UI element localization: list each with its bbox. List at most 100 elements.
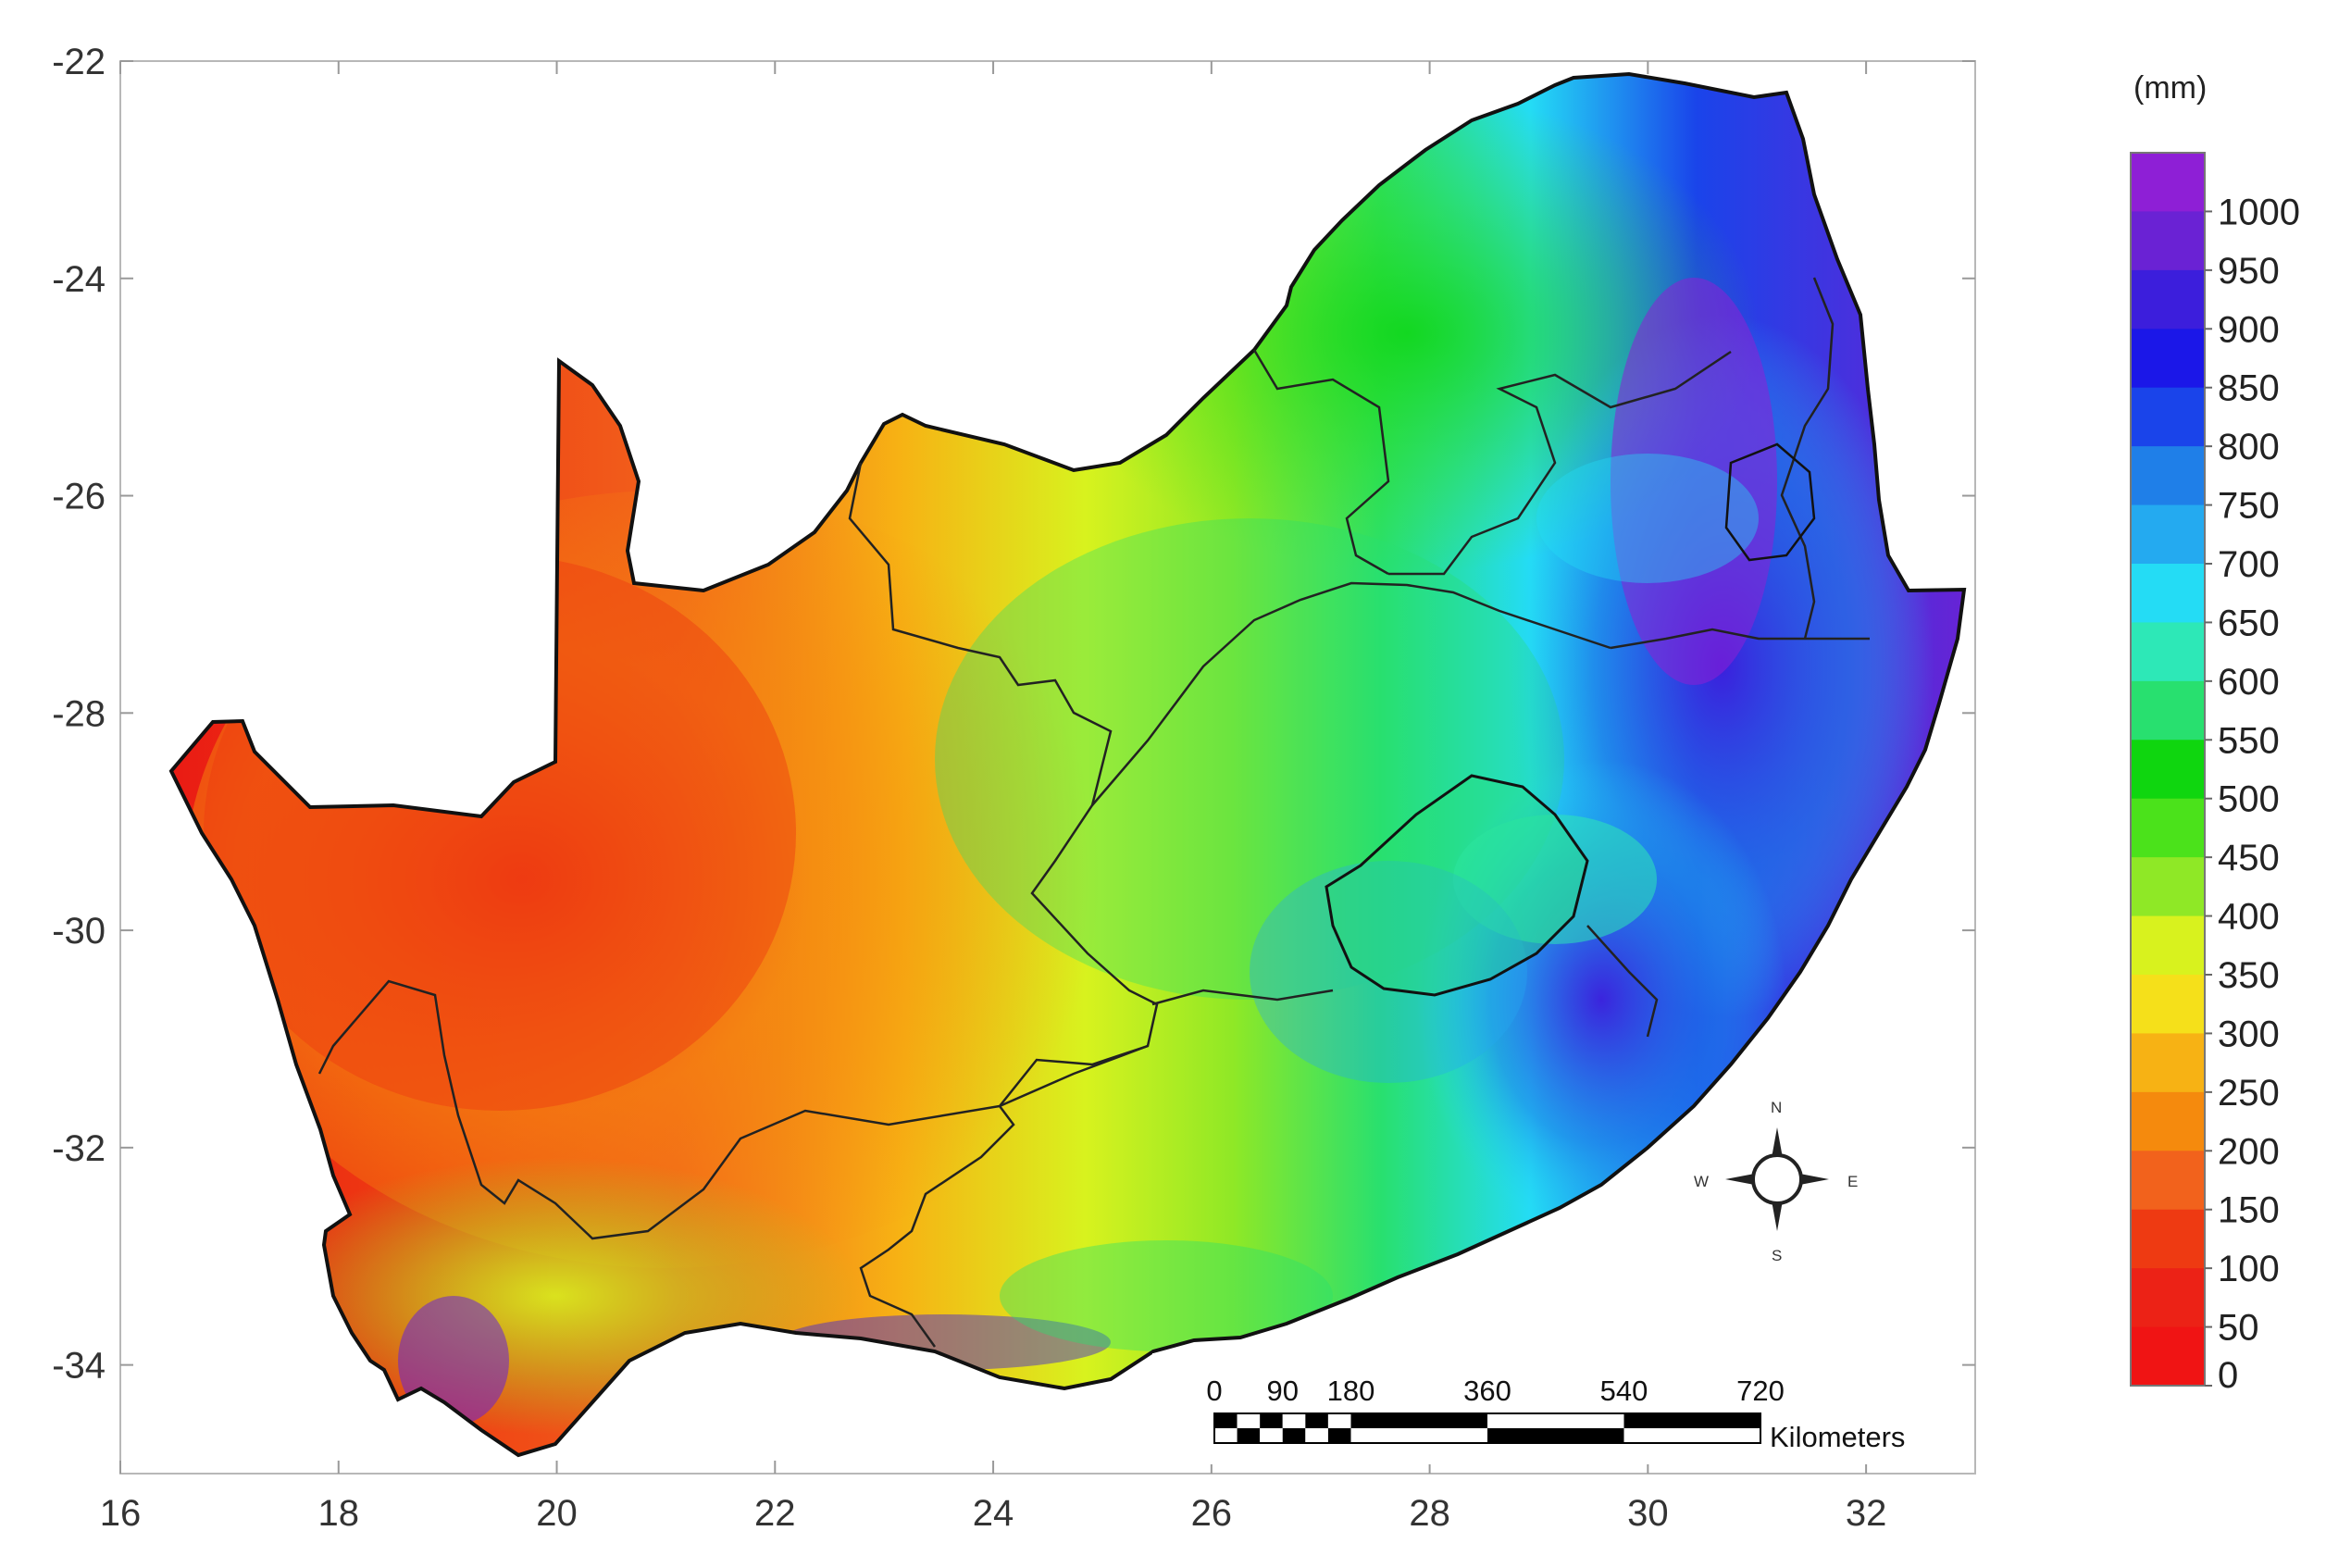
scale-bar-label: 360 bbox=[1463, 1375, 1511, 1407]
legend-label: 100 bbox=[2218, 1249, 2280, 1289]
compass-label-w: W bbox=[1694, 1173, 1709, 1190]
scale-bar-segment bbox=[1282, 1413, 1306, 1428]
legend-swatch bbox=[2131, 680, 2205, 741]
y-tick-label: -34 bbox=[52, 1346, 106, 1387]
legend-swatch bbox=[2131, 1209, 2205, 1270]
scale-bar-segment bbox=[1237, 1428, 1261, 1443]
legend-label: 700 bbox=[2218, 544, 2280, 585]
legend-swatch bbox=[2131, 1268, 2205, 1328]
legend-label: 750 bbox=[2218, 486, 2280, 527]
legend-label: 400 bbox=[2218, 897, 2280, 938]
compass-label-e: E bbox=[1847, 1173, 1858, 1190]
x-tick-label: 20 bbox=[536, 1493, 578, 1534]
north-arrow: N S W E bbox=[1694, 1099, 1858, 1264]
x-tick-label: 24 bbox=[973, 1493, 1014, 1534]
legend-label: 0 bbox=[2218, 1355, 2238, 1396]
scale-bar-segment bbox=[1327, 1428, 1351, 1443]
legend-swatch bbox=[2131, 153, 2205, 213]
scale-bar-segment bbox=[1623, 1413, 1760, 1428]
scale-bar-segment bbox=[1327, 1413, 1351, 1428]
scale-bar-label: 180 bbox=[1327, 1375, 1375, 1407]
legend-label: 550 bbox=[2218, 720, 2280, 761]
scale-bar-segment bbox=[1237, 1413, 1261, 1428]
legend-swatch bbox=[2131, 1033, 2205, 1093]
y-tick-label: -32 bbox=[52, 1128, 106, 1169]
scale-bar-segment bbox=[1487, 1428, 1624, 1443]
scale-bar-segment bbox=[1623, 1428, 1760, 1443]
scale-bar-label: 720 bbox=[1736, 1375, 1785, 1407]
legend-label: 850 bbox=[2218, 368, 2280, 409]
scale-bar-label: 540 bbox=[1600, 1375, 1648, 1407]
scale-bar: Kilometers 0 90 180 360 540 720 bbox=[1206, 1375, 1905, 1453]
legend-unit: (mm) bbox=[2133, 70, 2207, 106]
y-tick-label: -26 bbox=[52, 477, 106, 517]
legend-label: 900 bbox=[2218, 309, 2280, 350]
x-tick-label: 26 bbox=[1191, 1493, 1233, 1534]
legend-swatch bbox=[2131, 446, 2205, 506]
legend-swatch bbox=[2131, 504, 2205, 565]
legend-swatch bbox=[2131, 329, 2205, 389]
scale-bar-segment bbox=[1350, 1428, 1487, 1443]
legend-swatch bbox=[2131, 915, 2205, 976]
compass-ring bbox=[1751, 1153, 1803, 1205]
legend-swatch bbox=[2131, 1091, 2205, 1152]
scale-bar-segment bbox=[1350, 1413, 1487, 1428]
compass-label-s: S bbox=[1772, 1247, 1782, 1264]
legend-swatch bbox=[2131, 564, 2205, 624]
scale-bar-unit: Kilometers bbox=[1770, 1421, 1905, 1453]
legend-swatch bbox=[2131, 857, 2205, 917]
scale-bar-label: 90 bbox=[1267, 1375, 1299, 1407]
x-tick-label: 30 bbox=[1627, 1493, 1669, 1534]
scale-bar-segment bbox=[1305, 1413, 1328, 1428]
y-tick-label: -28 bbox=[52, 693, 106, 734]
scale-bar-segment bbox=[1305, 1428, 1328, 1443]
legend-label: 200 bbox=[2218, 1131, 2280, 1172]
y-tick-label: -30 bbox=[52, 911, 106, 952]
legend-label: 250 bbox=[2218, 1073, 2280, 1114]
scale-bar-segment bbox=[1214, 1413, 1238, 1428]
x-tick-label: 28 bbox=[1409, 1493, 1450, 1534]
y-axis: -22 -24 -26 -28 -30 -32 -34 bbox=[52, 42, 1975, 1387]
legend-label: 300 bbox=[2218, 1014, 2280, 1054]
legend-swatch bbox=[2131, 1326, 2205, 1387]
x-tick-label: 32 bbox=[1846, 1493, 1887, 1534]
legend-label: 600 bbox=[2218, 662, 2280, 703]
legend-label: 350 bbox=[2218, 955, 2280, 996]
legend-bar-border bbox=[2130, 152, 2206, 1387]
scale-bar-background bbox=[1152, 1353, 1948, 1464]
legend-label: 150 bbox=[2218, 1190, 2280, 1231]
y-tick-label: -24 bbox=[52, 259, 106, 300]
legend-label: 650 bbox=[2218, 603, 2280, 643]
legend-label: 950 bbox=[2218, 251, 2280, 292]
scale-bar-segment bbox=[1214, 1428, 1238, 1443]
legend-label: 500 bbox=[2218, 779, 2280, 820]
scale-bar-segment bbox=[1260, 1428, 1283, 1443]
legend-label: 1000 bbox=[2218, 192, 2300, 232]
provincial-boundaries bbox=[317, 277, 1870, 1348]
swaziland-outline bbox=[1724, 442, 1816, 562]
x-tick-label: 16 bbox=[100, 1493, 142, 1534]
x-tick-label: 18 bbox=[318, 1493, 360, 1534]
lesotho-outline bbox=[1325, 774, 1589, 997]
legend: (mm) 10009509008508007507006506005505004… bbox=[2130, 70, 2300, 1396]
scale-bar-segment bbox=[1282, 1428, 1306, 1443]
legend-swatch bbox=[2131, 211, 2205, 271]
legend-label: 800 bbox=[2218, 427, 2280, 467]
legend-swatch bbox=[2131, 1151, 2205, 1211]
y-tick-label: -22 bbox=[52, 42, 106, 82]
x-tick-label: 22 bbox=[754, 1493, 796, 1534]
scale-bar-label: 0 bbox=[1206, 1375, 1222, 1407]
x-axis: 16 18 20 22 24 26 28 30 32 bbox=[100, 61, 1887, 1534]
legend-swatch bbox=[2131, 740, 2205, 800]
compass-label-n: N bbox=[1771, 1099, 1782, 1116]
legend-swatch bbox=[2131, 975, 2205, 1035]
legend-swatch bbox=[2131, 622, 2205, 682]
legend-swatch bbox=[2131, 798, 2205, 859]
legend-label: 50 bbox=[2218, 1308, 2259, 1349]
scale-bar-segment bbox=[1487, 1413, 1624, 1428]
legend-label: 450 bbox=[2218, 838, 2280, 878]
scale-bar-border bbox=[1213, 1412, 1761, 1444]
legend-swatch bbox=[2131, 269, 2205, 330]
